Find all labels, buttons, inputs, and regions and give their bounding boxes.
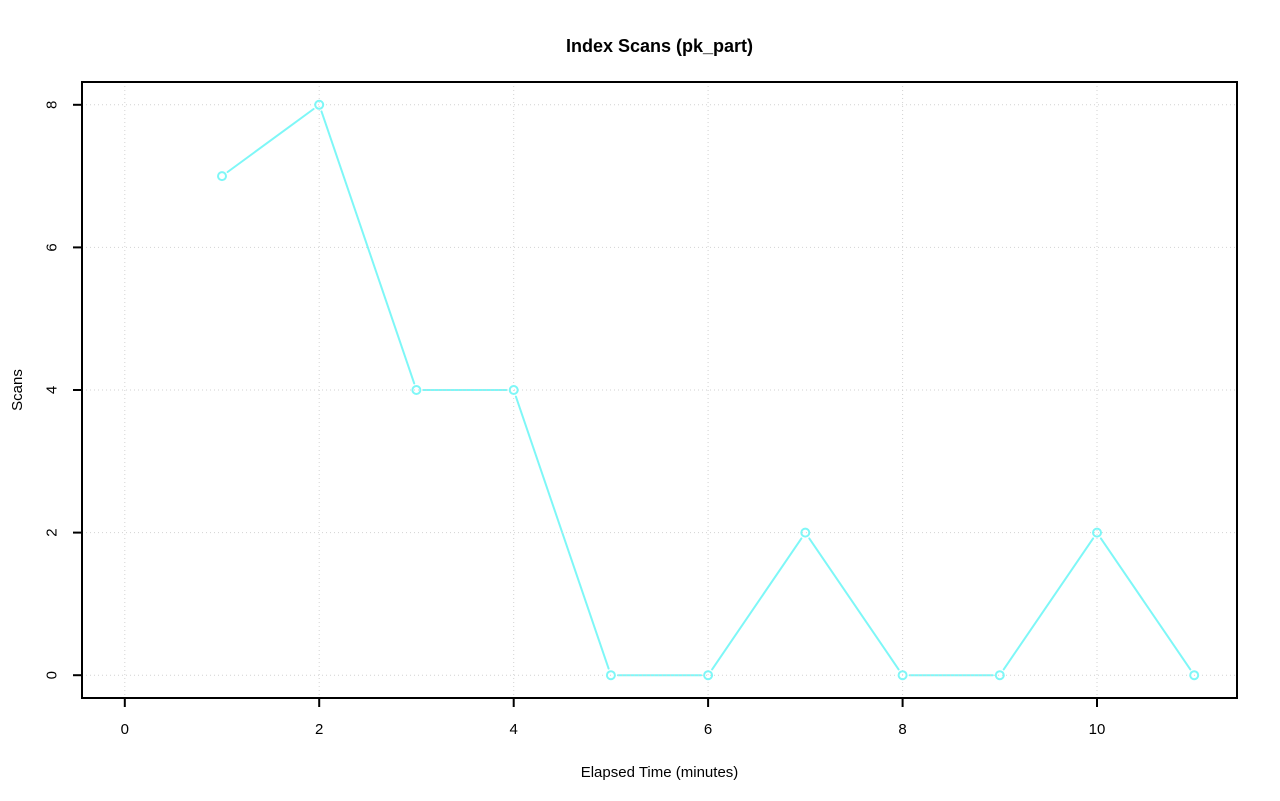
data-point bbox=[508, 385, 519, 395]
data-point bbox=[314, 99, 325, 110]
series-line-segment bbox=[1002, 537, 1095, 671]
y-tick-label: 6 bbox=[44, 243, 61, 251]
axes-layer: 0 2 4 6 8 10 0 2 4 6 8 bbox=[44, 81, 1238, 738]
x-tick-label: 10 bbox=[1089, 721, 1106, 738]
data-point bbox=[703, 670, 714, 681]
series-line-segment bbox=[226, 108, 315, 173]
chart-title: Index Scans (pk_part) bbox=[566, 36, 753, 56]
data-point bbox=[411, 385, 422, 395]
x-tick-label: 4 bbox=[510, 721, 518, 738]
y-tick-label: 4 bbox=[44, 386, 61, 394]
x-tick-label: 8 bbox=[898, 721, 906, 738]
series-line-layer bbox=[226, 108, 1192, 677]
x-tick-label: 6 bbox=[704, 721, 712, 738]
x-tick-label: 0 bbox=[121, 721, 129, 738]
plot-box bbox=[81, 81, 1238, 699]
y-axis-label: Scans bbox=[9, 369, 26, 411]
data-point bbox=[217, 171, 227, 182]
data-point bbox=[1092, 527, 1102, 538]
data-point bbox=[994, 670, 1005, 681]
data-point bbox=[1189, 670, 1200, 681]
x-axis-label: Elapsed Time (minutes) bbox=[581, 764, 739, 781]
y-tick-label: 8 bbox=[44, 101, 61, 109]
series-line-segment bbox=[808, 537, 900, 671]
x-tick-label: 2 bbox=[315, 721, 323, 738]
y-tick-label: 0 bbox=[44, 671, 61, 679]
y-tick-label: 2 bbox=[44, 528, 61, 536]
data-point bbox=[897, 670, 908, 681]
series-line-segment bbox=[1099, 537, 1192, 671]
data-point bbox=[800, 527, 811, 538]
gridlines-layer bbox=[82, 82, 1237, 698]
series-line-segment bbox=[711, 537, 803, 671]
series-line-segment bbox=[320, 110, 416, 385]
data-point bbox=[605, 670, 616, 681]
data-points-layer bbox=[217, 99, 1200, 681]
